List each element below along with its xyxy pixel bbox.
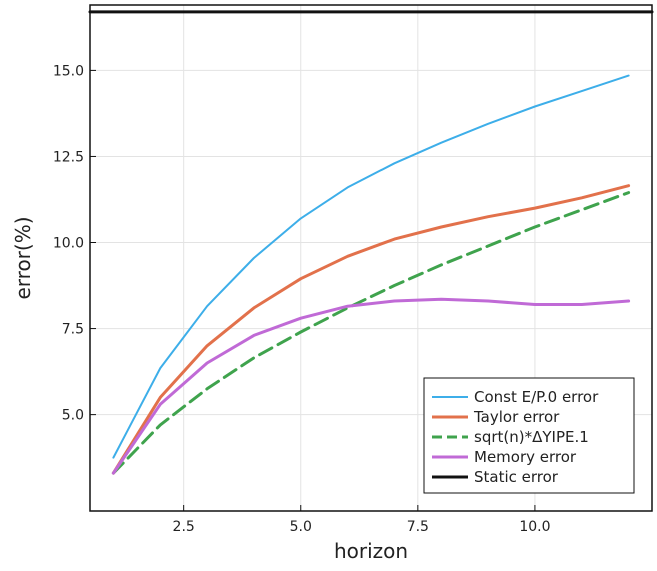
y-axis-title: error(%) [11,216,35,299]
y-tick-label: 5.0 [62,408,84,424]
legend: Const E/P.0 error Taylor error sqrt(n)*ΔYI… [423,377,635,494]
grid [90,5,652,511]
legend-label-4: Static error [474,468,559,486]
plot-frame [89,4,653,512]
y-tick-label: 7.5 [62,322,84,338]
ticks: 2.5 5.0 7.5 10.0 5.0 7.5 10.0 12.5 15.0 [53,63,551,535]
x-tick-label: 10.0 [519,519,550,535]
series-line-3 [111,297,631,475]
x-tick-label: 2.5 [173,519,195,535]
y-tick-label: 15.0 [53,63,84,79]
series-lines [88,10,654,475]
x-tick-label: 7.5 [407,519,429,535]
x-tick-label: 5.0 [290,519,312,535]
y-tick-label: 12.5 [53,149,84,165]
legend-label-1: Taylor error [473,408,560,426]
legend-label-2: sqrt(n)*ΔYIPE.1 [474,428,589,446]
legend-label-0: Const E/P.0 error [474,388,599,406]
series-line-2 [111,191,631,475]
x-axis-title: horizon [334,539,408,563]
series-line-1 [111,184,631,475]
legend-label-3: Memory error [474,448,577,466]
y-tick-label: 10.0 [53,236,84,252]
series-line-0 [112,74,630,459]
